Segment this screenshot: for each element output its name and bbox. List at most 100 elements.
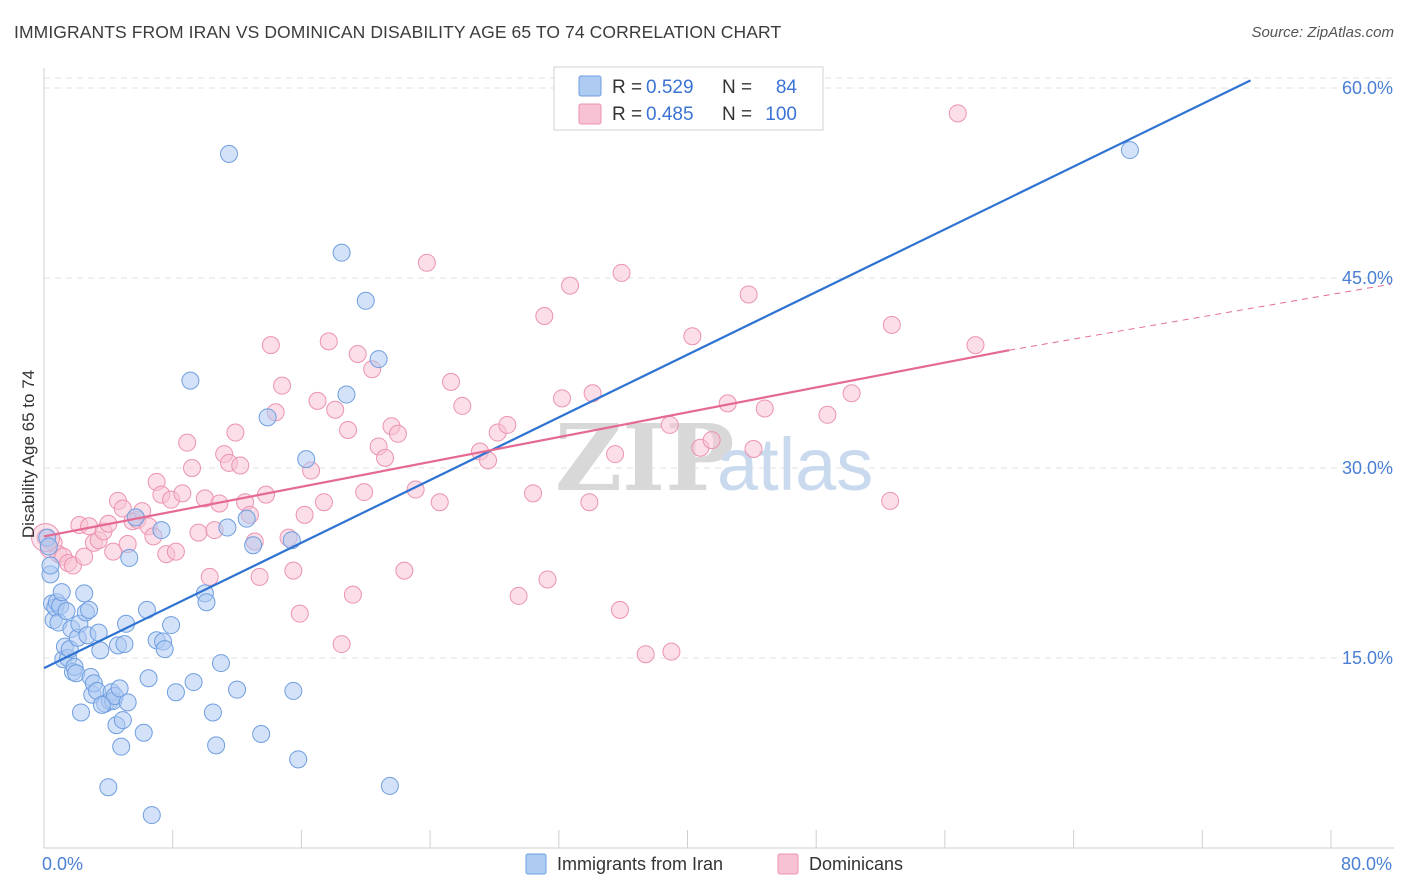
dominican-point bbox=[355, 483, 374, 502]
iran-point bbox=[244, 536, 263, 555]
stats-legend: R = 0.529 N = 84 R = 0.485 N = 100 bbox=[553, 66, 824, 131]
dominican-point bbox=[388, 424, 407, 443]
iran-point bbox=[337, 385, 356, 404]
legend-r-value-2: 0.485 bbox=[646, 104, 694, 125]
trend-lines bbox=[43, 79, 1392, 670]
x-tick-max: 80.0% bbox=[1341, 854, 1392, 874]
iran-point bbox=[120, 548, 139, 567]
iran-point bbox=[356, 291, 375, 310]
dominican-point bbox=[250, 567, 269, 586]
dominican-point bbox=[348, 345, 367, 363]
iran-point bbox=[99, 778, 118, 797]
grid-lines bbox=[44, 77, 1394, 659]
iran-point bbox=[117, 614, 136, 633]
iran-point bbox=[139, 669, 158, 688]
iran-point bbox=[80, 600, 99, 619]
legend-n-label-2: N = bbox=[722, 104, 752, 125]
dominican-point bbox=[453, 396, 472, 415]
dominican-point bbox=[535, 307, 554, 325]
iran-points bbox=[38, 141, 1139, 825]
source-label: Source: ZipAtlas.com bbox=[1251, 24, 1394, 41]
dominican-point bbox=[417, 253, 436, 272]
dominican-point bbox=[755, 399, 774, 418]
legend-r-label-1: R = bbox=[612, 77, 642, 98]
iran-point bbox=[197, 593, 216, 612]
dominican-point bbox=[200, 567, 219, 586]
dominican-point bbox=[538, 570, 557, 589]
iran-point bbox=[184, 673, 203, 692]
y-tick-label-60: 60.0% bbox=[1342, 78, 1393, 98]
bottom-legend-swatch-dom bbox=[777, 853, 799, 875]
iran-point bbox=[92, 695, 111, 714]
dominican-point bbox=[104, 542, 123, 561]
dominican-point bbox=[189, 523, 208, 542]
dominican-point bbox=[395, 561, 414, 580]
iran-point bbox=[113, 711, 132, 730]
dominican-point bbox=[524, 484, 543, 503]
dominican-point bbox=[561, 276, 580, 295]
dominican-point bbox=[284, 561, 303, 580]
bottom-legend-label-dom: Dominicans bbox=[809, 854, 903, 874]
iran-point bbox=[252, 725, 271, 743]
y-tick-labels: 15.0% 30.0% 45.0% 60.0% bbox=[1342, 78, 1393, 668]
iran-point bbox=[110, 679, 129, 698]
iran-point bbox=[332, 243, 351, 262]
dominican-point bbox=[610, 600, 629, 619]
dominican-point bbox=[553, 389, 572, 408]
dominican-point bbox=[173, 484, 192, 503]
dominican-point bbox=[881, 491, 900, 510]
dominican-point bbox=[612, 263, 631, 282]
dominican-point bbox=[326, 400, 345, 419]
iran-point bbox=[284, 681, 303, 700]
dominican-point bbox=[339, 421, 358, 439]
dominican-point bbox=[319, 332, 338, 351]
y-tick-label-45: 45.0% bbox=[1342, 268, 1393, 288]
iran-point bbox=[237, 509, 256, 528]
iran-point bbox=[258, 408, 277, 427]
dominican-point bbox=[509, 586, 528, 605]
legend-r-value-1: 0.529 bbox=[646, 77, 694, 98]
bottom-legend-swatch-iran bbox=[525, 853, 547, 875]
dominican-point bbox=[183, 459, 202, 477]
iran-point bbox=[118, 693, 137, 712]
iran-point bbox=[282, 531, 301, 550]
x-tick-min: 0.0% bbox=[42, 854, 83, 874]
iran-point bbox=[228, 680, 247, 699]
legend-n-value-2: 100 bbox=[765, 104, 797, 125]
dominican-point bbox=[966, 336, 985, 355]
dominican-point bbox=[226, 423, 245, 442]
iran-point bbox=[207, 736, 226, 755]
iran-point bbox=[297, 450, 316, 469]
iran-point bbox=[166, 683, 185, 702]
iran-point bbox=[72, 703, 91, 722]
iran-point bbox=[41, 556, 60, 575]
watermark-zip: ZIP bbox=[555, 404, 734, 512]
iran-point bbox=[1120, 141, 1139, 160]
dominican-point bbox=[261, 336, 280, 355]
dominican-point bbox=[606, 445, 625, 464]
iran-point bbox=[142, 806, 161, 825]
watermark-atlas: atlas bbox=[717, 423, 873, 506]
iran-point bbox=[57, 602, 76, 621]
iran-point bbox=[218, 518, 237, 537]
dominican-point bbox=[231, 456, 250, 475]
dominican-point bbox=[75, 547, 94, 566]
iran-point bbox=[203, 703, 222, 722]
dominican-point bbox=[660, 415, 679, 434]
iran-point bbox=[134, 723, 153, 742]
axes bbox=[43, 68, 1394, 849]
dominican-point bbox=[702, 431, 721, 450]
dominican-trend-line bbox=[43, 349, 1010, 538]
dominican-point bbox=[442, 372, 461, 391]
dominican-points bbox=[31, 104, 985, 664]
dominican-point bbox=[744, 440, 763, 458]
dominican-point bbox=[295, 505, 314, 524]
dominican-point bbox=[178, 433, 197, 452]
dominican-point bbox=[662, 642, 681, 661]
dominican-point bbox=[430, 493, 449, 512]
series-legend: Immigrants from Iran Dominicans bbox=[525, 853, 903, 875]
iran-point bbox=[115, 635, 134, 654]
iran-point bbox=[152, 521, 171, 540]
iran-trend-line bbox=[43, 79, 1252, 670]
